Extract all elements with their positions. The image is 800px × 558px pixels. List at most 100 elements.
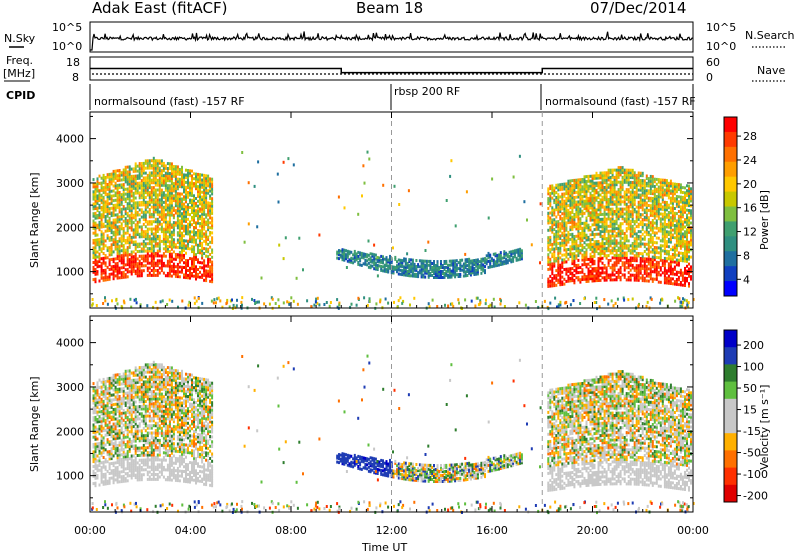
power-cell-pm: [684, 267, 686, 270]
power-cell-am: [145, 201, 147, 204]
power-cell-am: [197, 258, 199, 261]
power-cell-pm: [630, 257, 632, 260]
power-cell-am: [185, 252, 187, 255]
power-cell-pm: [618, 181, 620, 184]
power-cell-pm: [594, 182, 596, 185]
power-cell-am: [131, 204, 133, 207]
power-cell-pm: [575, 191, 577, 194]
power-cell-am: [205, 255, 207, 258]
power-cell-am: [99, 221, 101, 224]
power-cell-am: [113, 185, 115, 188]
power-cell-pm: [602, 235, 604, 238]
power-cell-pm: [581, 263, 583, 266]
power-cell-noon: [417, 263, 419, 266]
power-cell-pm: [684, 277, 686, 280]
power-cell-noon: [438, 266, 440, 269]
power-cell-noon: [414, 273, 416, 276]
power-cell-pm: [598, 257, 600, 260]
power-cell-noon: [465, 258, 467, 261]
power-cell-am: [141, 208, 143, 211]
power-cell-am: [121, 266, 123, 269]
power-cell-pm: [559, 183, 561, 186]
power-cell-pm: [612, 247, 614, 250]
power-cell-am: [181, 266, 183, 269]
power-cell-pm: [634, 191, 636, 194]
power-cell-noon: [482, 258, 484, 261]
power-cell-pm: [622, 237, 624, 240]
power-cell-pm: [662, 213, 664, 216]
power-cell-am: [147, 228, 149, 231]
power-cell-am: [211, 256, 213, 259]
power-cell-pm: [547, 187, 549, 190]
power-cell-pm: [682, 196, 684, 199]
power-cell-am: [201, 242, 203, 245]
power-cell-pm: [670, 180, 672, 183]
power-cell-am: [183, 273, 185, 276]
power-cell-noon: [473, 259, 475, 262]
power-cell-am: [177, 192, 179, 195]
power-cell-pm: [557, 184, 559, 187]
power-cell-pm: [584, 175, 586, 178]
power-cell-pm: [656, 219, 658, 222]
power-cell-pm: [559, 200, 561, 203]
power-cell-pm: [577, 264, 579, 267]
power-cell-am: [151, 237, 153, 240]
power-cell-am: [107, 246, 109, 249]
power-cell-pm: [581, 185, 583, 188]
power-cell-am: [149, 228, 151, 231]
power-cell-pm: [592, 267, 594, 270]
power-cell-pm: [606, 266, 608, 269]
power-cell-pm: [561, 193, 563, 196]
power-cell-pm: [584, 251, 586, 254]
power-cell-pm: [624, 169, 626, 172]
power-cell-noon: [345, 249, 347, 252]
power-cell-noon: [417, 271, 419, 274]
power-cell-am: [115, 214, 117, 217]
power-cell-pm: [618, 254, 620, 257]
power-cell-pm: [559, 234, 561, 237]
cpid-mode-1: normalsound (fast) -157 RF: [94, 95, 245, 108]
power-cell-pm: [640, 277, 642, 280]
power-cell-pm: [658, 178, 660, 181]
freq-label-2: [MHz]: [3, 67, 35, 80]
power-cell-noon: [495, 252, 497, 255]
power-cell-pm: [553, 233, 555, 236]
power-cell-am: [149, 220, 151, 223]
power-cell-pm: [658, 186, 660, 189]
power-cell-am: [203, 174, 205, 177]
power-cell-noon: [378, 257, 380, 260]
power-cell-pm: [658, 271, 660, 274]
power-cell-am: [179, 192, 181, 195]
power-cell-noon: [444, 266, 446, 269]
power-cell-noon: [394, 256, 396, 259]
power-cell-pm: [652, 270, 654, 273]
power-cell-pm: [573, 274, 575, 277]
power-cell-am: [159, 159, 161, 162]
power-cell-pm: [640, 220, 642, 223]
power-cell-am: [151, 186, 153, 189]
power-cell-am: [189, 206, 191, 209]
power-cell-pm: [630, 274, 632, 277]
power-cell-am: [101, 257, 103, 260]
power-cell-am: [191, 235, 193, 238]
power-cell-pm: [553, 209, 555, 212]
power-cell-pm: [684, 218, 686, 221]
power-cell-am: [167, 162, 169, 165]
power-cell-am: [149, 272, 151, 275]
power-cell-pm: [581, 268, 583, 271]
power-cell-am: [133, 228, 135, 231]
power-cell-pm: [567, 253, 569, 256]
power-cell-am: [203, 252, 205, 255]
power-cell-pm: [674, 280, 676, 283]
power-cell-am: [163, 252, 165, 255]
power-cell-am: [141, 216, 143, 219]
power-cell-am: [205, 265, 207, 268]
power-cell-am: [177, 165, 179, 168]
power-cell-pm: [646, 175, 648, 178]
power-cell-am: [113, 265, 115, 268]
power-cell-pm: [555, 257, 557, 260]
power-cell-am: [161, 159, 163, 162]
power-cell-pm: [616, 169, 618, 172]
power-cell-pm: [551, 253, 553, 256]
power-cell-pm: [690, 222, 692, 225]
